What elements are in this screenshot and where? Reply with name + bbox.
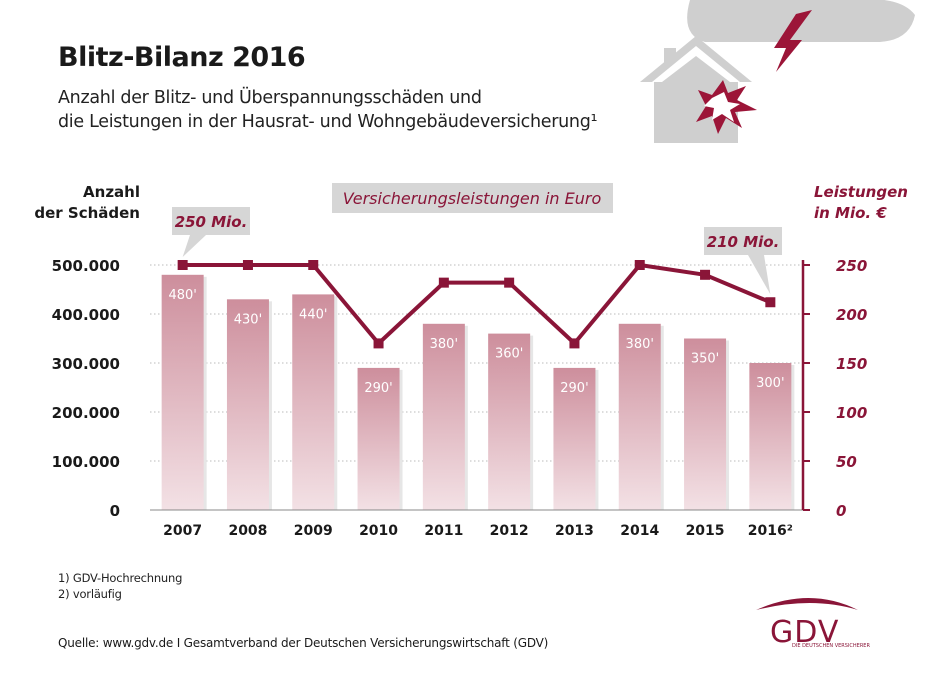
bar-data-label: 430' — [234, 312, 262, 327]
bar-data-label: 380' — [430, 337, 458, 352]
bar-data-label: 350' — [691, 352, 719, 367]
bar-data-label: 480' — [168, 288, 196, 303]
line-series — [182, 263, 772, 346]
right-axis-tick-label: 200 — [836, 306, 867, 324]
left-axis-tick-label: 400.000 — [52, 306, 120, 324]
annotation-box — [172, 207, 250, 235]
logo-text: GDV — [770, 615, 839, 650]
annotation-label: 250 Mio. — [175, 213, 248, 231]
right-axis-title-line-1: Leistungen — [814, 183, 908, 201]
source-note: Quelle: www.gdv.de I Gesamtverband der D… — [58, 636, 549, 650]
left-axis-title-line-2: der Schäden — [34, 204, 140, 222]
line-marker — [700, 269, 711, 280]
right-axis-tick-label: 0 — [836, 502, 846, 520]
x-axis-category-label: 2014 — [620, 523, 659, 539]
gdv-logo: GDV DIE DEUTSCHEN VERSICHERER — [756, 598, 870, 650]
right-axis-tick-label: 50 — [836, 453, 857, 471]
footnote-2: 2) vorläufig — [58, 587, 122, 601]
x-axis-category-label: 2015 — [686, 523, 725, 539]
line-marker — [438, 277, 449, 288]
chart-subtitle-line-2: die Leistungen in der Hausrat- und Wohng… — [58, 112, 598, 132]
legend-label: Versicherungsleistungen in Euro — [343, 189, 602, 208]
bar — [357, 367, 400, 510]
lightning-house-icon — [640, 0, 915, 143]
x-axis-category-label: 2013 — [555, 523, 594, 539]
annotation-pointer — [182, 235, 206, 257]
bar — [488, 333, 531, 510]
line-marker — [765, 297, 776, 308]
right-axis-tick-label: 150 — [836, 355, 867, 373]
bar — [553, 367, 596, 510]
left-axis-tick-label: 200.000 — [52, 404, 120, 422]
right-axis-tick-label: 250 — [836, 257, 867, 275]
left-axis-tick-label: 0 — [110, 502, 120, 520]
line-marker — [569, 338, 580, 349]
legend-box: Versicherungsleistungen in Euro — [332, 183, 613, 213]
left-axis-title-line-1: Anzahl — [83, 183, 140, 201]
x-axis-category-label: 2009 — [294, 523, 333, 539]
right-axis-title-line-2: in Mio. € — [814, 204, 887, 222]
chart-title: Blitz-Bilanz 2016 — [58, 42, 306, 73]
line-marker — [504, 277, 515, 288]
line-marker — [373, 338, 384, 349]
left-axis-tick-label: 100.000 — [52, 453, 120, 471]
bar — [684, 338, 727, 510]
line-marker — [177, 260, 188, 270]
line-marker — [242, 260, 253, 270]
x-axis-category-label: 2016² — [748, 523, 793, 539]
x-axis-category-label: 2012 — [490, 523, 529, 539]
bar-data-label: 360' — [495, 347, 523, 362]
annotation-pointer — [748, 255, 771, 295]
annotation-label: 210 Mio. — [707, 233, 780, 251]
line-marker — [634, 260, 645, 270]
bar-data-label: 380' — [626, 337, 654, 352]
bar — [618, 323, 661, 510]
bar-data-label: 290' — [560, 381, 588, 396]
bar — [226, 299, 269, 510]
annotation-box — [704, 227, 782, 255]
logo-tagline: DIE DEUTSCHEN VERSICHERER — [792, 643, 870, 649]
chart-subtitle-line-1: Anzahl der Blitz- und Überspannungsschäd… — [58, 88, 482, 108]
right-axis-tick-label: 100 — [836, 404, 867, 422]
x-axis-category-label: 2008 — [228, 523, 267, 539]
bar — [161, 274, 204, 510]
bar-data-label: 300' — [756, 376, 784, 391]
bar — [422, 323, 465, 510]
x-axis-category-label: 2007 — [163, 523, 202, 539]
footnote-1: 1) GDV-Hochrechnung — [58, 571, 183, 585]
bar-data-label: 440' — [299, 307, 327, 322]
bar-data-label: 290' — [364, 381, 392, 396]
line-marker — [308, 260, 319, 270]
x-axis-category-label: 2010 — [359, 523, 398, 539]
bar — [292, 294, 335, 510]
x-axis-category-label: 2011 — [424, 523, 463, 539]
left-axis-tick-label: 500.000 — [52, 257, 120, 275]
left-axis-tick-label: 300.000 — [52, 355, 120, 373]
bar — [749, 363, 792, 510]
